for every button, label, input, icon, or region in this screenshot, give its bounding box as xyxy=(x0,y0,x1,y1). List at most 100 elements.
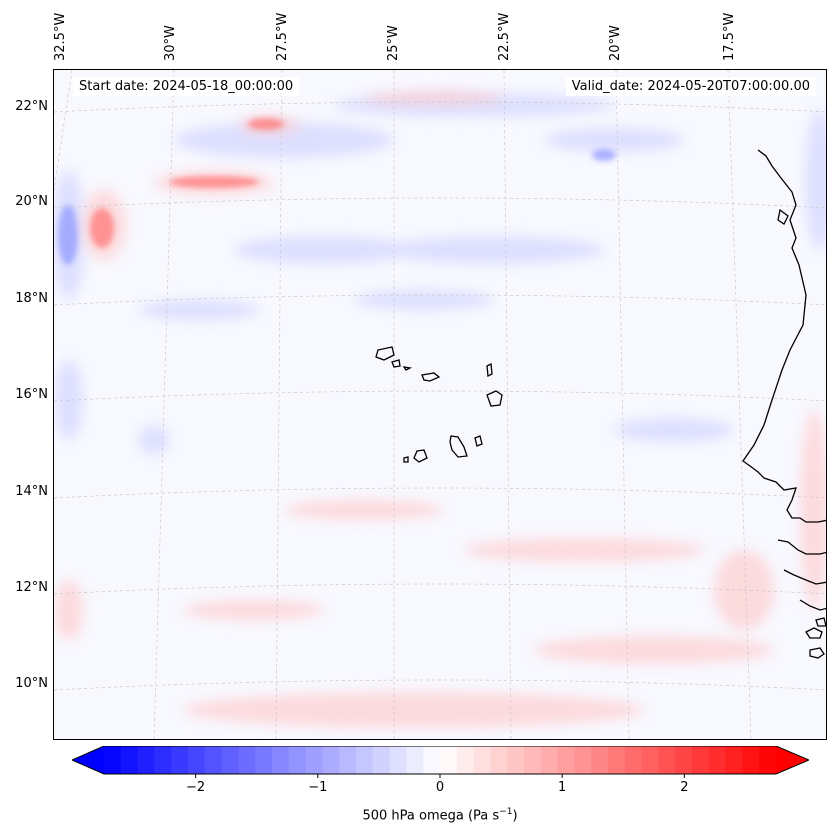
lat-label-12n: 12°N xyxy=(15,580,48,595)
lat-label-16n: 16°N xyxy=(15,387,48,402)
omega-field xyxy=(54,91,826,728)
colorbar-tick-label: 2 xyxy=(680,780,689,795)
colorbar-tick-label: 1 xyxy=(558,780,567,795)
omega-blob xyxy=(544,128,684,152)
omega-blob xyxy=(534,636,774,664)
africa-coastline xyxy=(742,149,826,523)
colorbar-cell xyxy=(120,746,139,774)
omega-blob xyxy=(234,236,414,264)
colorbar-cell xyxy=(322,746,340,774)
africa-coastline-lower xyxy=(777,539,826,611)
lon-label-22-5w: 22.5°W xyxy=(497,12,512,61)
colorbar-cell xyxy=(692,746,710,774)
omega-blob xyxy=(614,418,734,442)
cabo-verde-sal xyxy=(486,362,493,378)
colorbar-cell xyxy=(154,746,172,774)
map-panel[interactable] xyxy=(53,69,827,740)
map-field xyxy=(54,70,826,739)
omega-blob xyxy=(55,360,83,440)
colorbar-cell xyxy=(473,746,491,774)
cabo-verde-fogo xyxy=(413,449,428,463)
omega-blob xyxy=(90,208,114,248)
colorbar-cell xyxy=(675,746,693,774)
colorbar-tick-label: −2 xyxy=(186,780,206,795)
cabo-verde-sao-nicolau xyxy=(421,372,441,382)
lon-label-17-5w: 17.5°W xyxy=(722,12,737,61)
lat-label-10n: 10°N xyxy=(15,676,48,691)
colorbar-cell xyxy=(507,746,525,774)
colorbar-cell xyxy=(356,746,374,774)
colorbar-cell xyxy=(524,746,542,774)
omega-blob xyxy=(139,425,169,455)
start-date-label: Start date: 2024-05-18_00:00:00 xyxy=(73,77,300,96)
colorbar-cell xyxy=(406,746,424,774)
lon-label-27-5w: 27.5°W xyxy=(275,12,290,61)
colorbar-outline xyxy=(72,746,809,775)
colorbar-cell xyxy=(171,746,189,774)
omega-blob xyxy=(805,110,826,250)
lon-label-30w: 30°W xyxy=(163,25,178,61)
colorbar-cell xyxy=(759,746,777,774)
omega-blob xyxy=(139,300,259,320)
lon-label-20w: 20°W xyxy=(608,25,623,61)
colorbar-cell xyxy=(725,746,743,774)
colorbar-cell xyxy=(272,746,290,774)
lat-label-14n: 14°N xyxy=(15,484,48,499)
lon-label-25w: 25°W xyxy=(386,25,401,61)
colorbar-cell xyxy=(557,746,575,774)
omega-blob xyxy=(284,500,444,520)
cabo-verde-santa-luzia xyxy=(402,366,413,371)
lat-label-22n: 22°N xyxy=(15,99,48,114)
colorbar-cells xyxy=(72,746,809,774)
omega-blob xyxy=(184,600,324,620)
colorbar-cell xyxy=(658,746,676,774)
lat-label-20n: 20°N xyxy=(15,194,48,209)
omega-blob xyxy=(384,236,604,264)
lon-label-32-5w: 32.5°W xyxy=(53,12,68,61)
colorbar-cell xyxy=(305,746,323,774)
omega-blob xyxy=(174,122,394,158)
cabo-verde-maio xyxy=(474,435,483,447)
omega-blob xyxy=(354,290,494,310)
valid-date-label: Valid_date: 2024-05-20T07:00:00.00 xyxy=(565,77,816,96)
colorbar-cell xyxy=(221,746,239,774)
colorbar-cell xyxy=(641,746,659,774)
colorbar-cell xyxy=(339,746,357,774)
omega-blob xyxy=(592,149,616,161)
omega-blob xyxy=(58,205,78,265)
colorbar-cell xyxy=(440,746,458,774)
colorbar-cell xyxy=(490,746,508,774)
colorbar-cell xyxy=(389,746,407,774)
colorbar-cell xyxy=(456,746,475,774)
graticule xyxy=(54,70,826,739)
colorbar-cell xyxy=(238,746,256,774)
cabo-verde-boa-vista xyxy=(486,390,503,407)
coast-island-north xyxy=(777,208,789,225)
omega-blob xyxy=(800,410,826,610)
colorbar-ticks xyxy=(195,774,685,778)
omega-blob xyxy=(464,538,704,562)
colorbar-cell xyxy=(591,746,609,774)
colorbar-cell xyxy=(708,746,727,774)
omega-blob xyxy=(55,580,83,640)
colorbar-cell xyxy=(608,746,626,774)
cabo-verde-sao-vicente xyxy=(391,359,401,368)
omega-blob xyxy=(169,176,259,188)
colorbar-cell xyxy=(104,746,122,774)
colorbar xyxy=(72,746,809,778)
colorbar-cell xyxy=(574,746,592,774)
cabo-verde-brava xyxy=(403,456,409,463)
colorbar-cell xyxy=(423,746,441,774)
colorbar-cell xyxy=(137,746,155,774)
coastline xyxy=(375,149,826,659)
colorbar-cell xyxy=(255,746,273,774)
omega-blob xyxy=(364,91,504,105)
cabo-verde-santiago xyxy=(449,435,468,458)
colorbar-cell xyxy=(288,746,307,774)
omega-blob xyxy=(248,118,284,130)
omega-blob xyxy=(184,692,644,728)
colorbar-cell xyxy=(372,746,391,774)
colorbar-cell xyxy=(624,746,643,774)
lat-label-18n: 18°N xyxy=(15,291,48,306)
coast-islands-bijagos xyxy=(805,617,826,659)
